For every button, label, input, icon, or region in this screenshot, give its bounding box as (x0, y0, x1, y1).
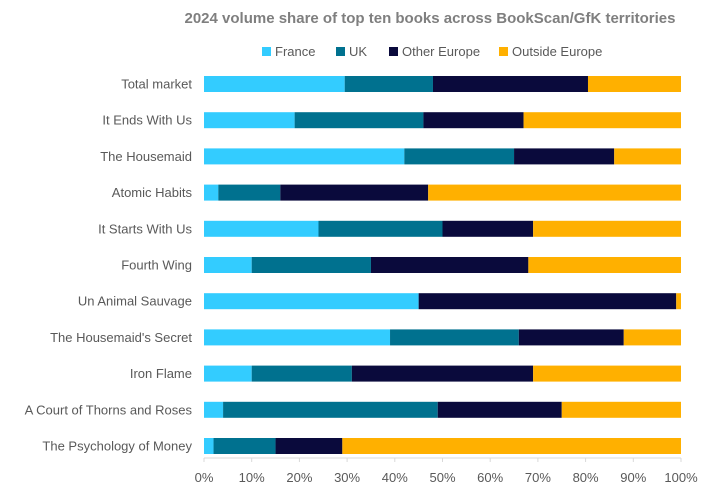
bar-segment (342, 438, 681, 454)
legend-swatch (389, 47, 398, 56)
bar-segment (442, 220, 534, 237)
bar-segment (318, 220, 443, 237)
bar-segment (518, 329, 624, 346)
x-tick-label: 50% (429, 470, 455, 485)
x-tick-label: 100% (664, 470, 698, 485)
bar-segment (404, 148, 515, 165)
x-tick-label: 70% (525, 470, 551, 485)
legend-label: Other Europe (402, 44, 480, 59)
bar-segment (370, 257, 529, 273)
bar-segment (344, 76, 433, 92)
legend-label: France (275, 44, 315, 59)
x-tick-label: 60% (477, 470, 503, 485)
x-tick-label: 10% (239, 470, 265, 485)
bar-segment (204, 438, 214, 454)
bar-segment (533, 365, 681, 382)
bar-segment (218, 184, 281, 201)
bar-segment (514, 148, 615, 165)
bar-segment (428, 184, 681, 201)
legend-swatch (336, 47, 345, 56)
category-label: The Housemaid's Secret (50, 330, 192, 345)
bar-segment (432, 76, 588, 92)
bar-segment (351, 365, 534, 382)
bar-segment (423, 112, 524, 129)
bar-segment (528, 257, 681, 273)
x-tick-label: 20% (286, 470, 312, 485)
legend: France UK Other Europe Outside Europe (262, 44, 602, 59)
bar-segment (204, 401, 224, 418)
bar-segment (418, 293, 677, 310)
bar-segment (437, 401, 562, 418)
bar-segment (204, 184, 219, 201)
legend-label: UK (349, 44, 367, 59)
legend-swatch (262, 47, 271, 56)
bar-segment (204, 148, 405, 165)
bar-segment (204, 293, 419, 310)
category-label: Atomic Habits (112, 185, 193, 200)
bar-segment (251, 365, 352, 382)
bar-segment (251, 257, 371, 273)
bar-segment (204, 329, 391, 346)
category-labels: Total market It Ends With Us The Housemaid… (25, 77, 193, 454)
x-tick-label: 90% (620, 470, 646, 485)
bar-segment (587, 76, 681, 92)
bar-segment (294, 112, 424, 129)
category-label: It Starts With Us (98, 221, 192, 236)
category-label: Iron Flame (130, 366, 192, 381)
bar-segment (223, 401, 438, 418)
bar-segment (561, 401, 681, 418)
chart-title: 2024 volume share of top ten books acros… (185, 10, 676, 27)
bar-segment (533, 220, 681, 237)
legend-label: Outside Europe (512, 44, 602, 59)
bar-segment (523, 112, 681, 129)
legend-swatch (499, 47, 508, 56)
category-label: Fourth Wing (121, 258, 192, 273)
bar-segment (213, 438, 276, 454)
bar-segment (204, 220, 319, 237)
x-tick-label: 0% (195, 470, 214, 485)
bar-segment (614, 148, 681, 165)
category-label: Total market (121, 77, 192, 92)
bar-segment (676, 293, 681, 310)
bar-segment (623, 329, 681, 346)
bar-segment (204, 112, 295, 129)
category-label: It Ends With Us (102, 113, 192, 128)
x-tick-label: 40% (382, 470, 408, 485)
bar-segment (280, 184, 429, 201)
bar-segment (390, 329, 519, 346)
x-tick-label: 80% (573, 470, 599, 485)
bar-segment (204, 365, 252, 382)
x-tick-label: 30% (334, 470, 360, 485)
bars (204, 76, 681, 454)
x-axis: 0% 10% 20% 30% 40% 50% 60% 70% 80% 90% 100% (195, 457, 698, 485)
bar-segment (275, 438, 343, 454)
category-label: Un Animal Sauvage (78, 294, 192, 309)
category-label: The Housemaid (100, 149, 192, 164)
bar-segment (204, 257, 252, 273)
category-label: The Psychology of Money (42, 439, 192, 454)
bar-segment (204, 76, 345, 92)
category-label: A Court of Thorns and Roses (25, 402, 193, 417)
